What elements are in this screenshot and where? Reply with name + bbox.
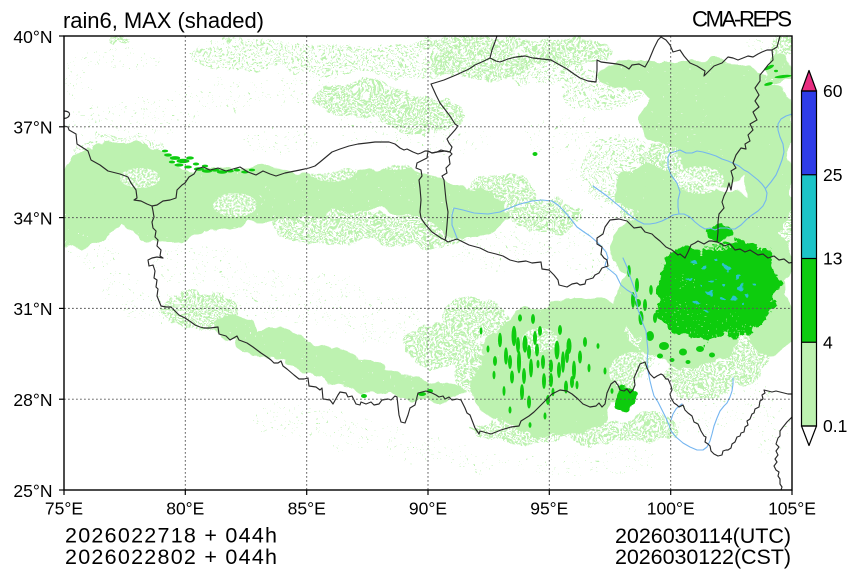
svg-text:75°E: 75°E (45, 499, 83, 519)
svg-text:31°N: 31°N (13, 299, 52, 319)
svg-text:2026030114(UTC): 2026030114(UTC) (615, 524, 791, 548)
svg-text:80°E: 80°E (166, 499, 204, 519)
svg-text:0.1: 0.1 (823, 416, 847, 436)
svg-text:90°E: 90°E (409, 499, 447, 519)
svg-text:60: 60 (823, 81, 843, 101)
svg-text:2026022718 + 044h: 2026022718 + 044h (65, 524, 277, 548)
svg-text:rain6, MAX (shaded): rain6, MAX (shaded) (63, 8, 264, 33)
svg-text:25: 25 (823, 165, 842, 185)
svg-text:CMA-REPS: CMA-REPS (692, 7, 792, 32)
svg-text:2026030122(CST): 2026030122(CST) (615, 545, 791, 569)
svg-text:4: 4 (823, 333, 833, 353)
svg-text:2026022802 + 044h: 2026022802 + 044h (65, 545, 277, 569)
svg-text:100°E: 100°E (647, 499, 695, 519)
svg-text:34°N: 34°N (13, 208, 52, 228)
svg-text:105°E: 105°E (768, 499, 816, 519)
svg-text:25°N: 25°N (13, 481, 52, 501)
svg-text:28°N: 28°N (13, 390, 52, 410)
svg-text:40°N: 40°N (13, 27, 52, 47)
svg-text:13: 13 (823, 249, 842, 269)
svg-text:95°E: 95°E (530, 499, 568, 519)
svg-text:37°N: 37°N (13, 118, 52, 138)
svg-text:85°E: 85°E (288, 499, 326, 519)
